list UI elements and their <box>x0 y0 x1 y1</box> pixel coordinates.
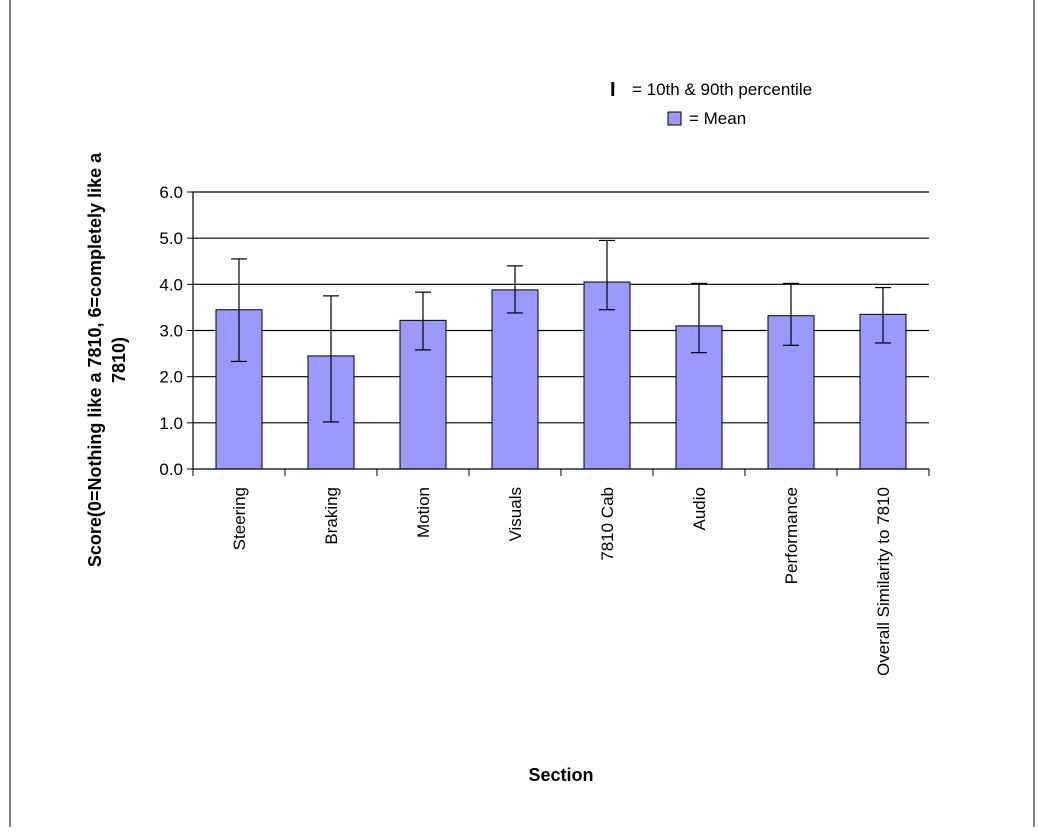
category-label: Steering <box>230 487 249 550</box>
axes <box>187 191 930 476</box>
y-tick-label: 6.0 <box>159 183 183 202</box>
category-label: Performance <box>782 487 801 584</box>
y-tick-label: 1.0 <box>159 414 183 433</box>
y-tick-label: 2.0 <box>159 368 183 387</box>
legend-bar-label: = Mean <box>689 109 746 128</box>
category-label: Braking <box>322 487 341 545</box>
y-tick-label: 0.0 <box>159 460 183 479</box>
bars <box>215 281 907 470</box>
bar-7810-cab <box>583 281 631 470</box>
x-axis-title: Section <box>528 765 593 785</box>
error-bars <box>231 239 891 423</box>
category-labels: Steering Braking Motion Visuals 7810 Cab Audi… <box>230 487 893 676</box>
y-tick-label: 4.0 <box>159 275 183 294</box>
category-label: 7810 Cab <box>598 487 617 561</box>
legend-errorbar-symbol: I <box>610 79 616 101</box>
gridlines <box>193 191 929 424</box>
y-tick-labels: 0.0 1.0 2.0 3.0 4.0 5.0 6.0 <box>159 183 183 479</box>
category-label: Motion <box>414 487 433 538</box>
category-label: Audio <box>690 487 709 530</box>
legend-bar-swatch <box>667 111 682 126</box>
y-tick-label: 3.0 <box>159 322 183 341</box>
y-axis-title-group: Score(0=Nothing like a 7810, 6=completel… <box>85 152 129 567</box>
bar-visuals <box>491 289 539 470</box>
y-axis-title: Score(0=Nothing like a 7810, 6=completel… <box>85 152 129 567</box>
legend: I = 10th & 90th percentile = Mean <box>610 79 812 128</box>
category-label: Overall Similarity to 7810 <box>874 487 893 676</box>
y-tick-label: 5.0 <box>159 229 183 248</box>
legend-errorbar-label: = 10th & 90th percentile <box>632 80 812 99</box>
category-label: Visuals <box>506 487 525 542</box>
